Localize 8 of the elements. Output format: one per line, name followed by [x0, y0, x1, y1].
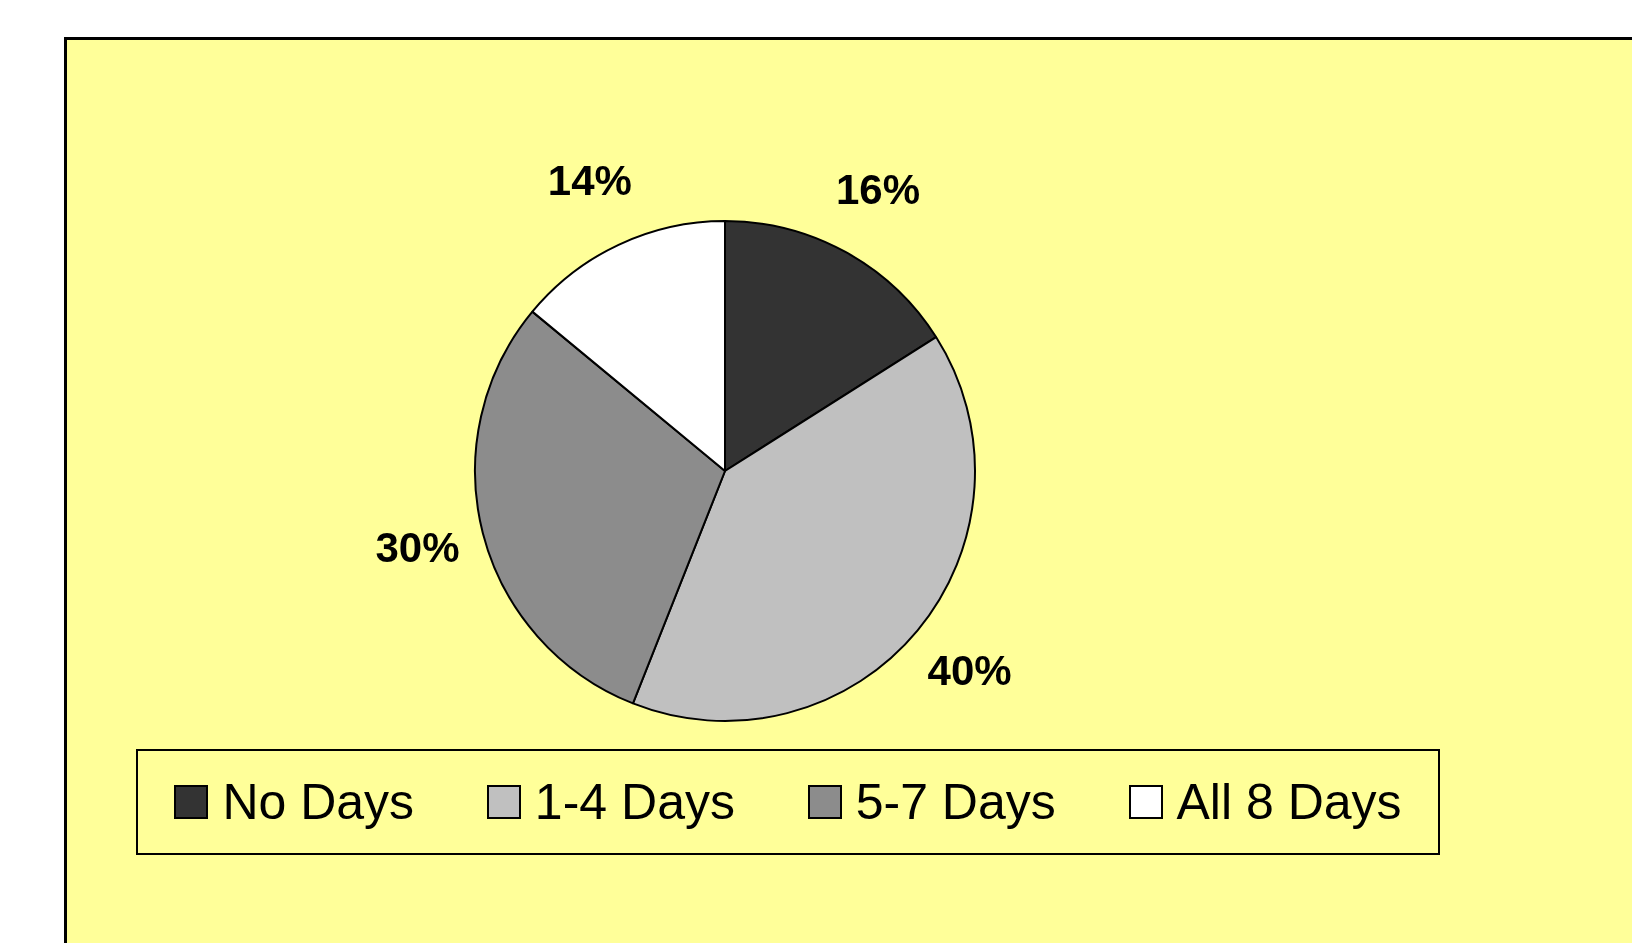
data-label: 16% — [835, 166, 920, 214]
legend-label: No Days — [222, 773, 415, 831]
data-label: 30% — [375, 523, 460, 571]
data-label: 14% — [547, 157, 632, 205]
legend-label: 1-4 Days — [534, 773, 735, 831]
data-label: 40% — [927, 646, 1012, 694]
legend-label: All 8 Days — [1176, 773, 1402, 831]
legend-label: 5-7 Days — [855, 773, 1056, 831]
